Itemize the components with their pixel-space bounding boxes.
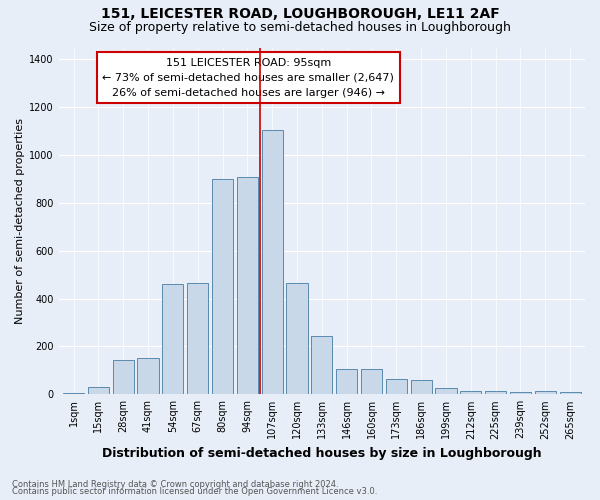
Bar [336, 369, 357, 394]
Bar [410, 380, 431, 394]
Bar [212, 179, 233, 394]
Y-axis label: Number of semi-detached properties: Number of semi-detached properties [15, 118, 25, 324]
Bar [88, 387, 109, 394]
Text: Size of property relative to semi-detached houses in Loughborough: Size of property relative to semi-detach… [89, 21, 511, 34]
Text: 151 LEICESTER ROAD: 95sqm
← 73% of semi-detached houses are smaller (2,647)
26% : 151 LEICESTER ROAD: 95sqm ← 73% of semi-… [102, 58, 394, 98]
Text: 151, LEICESTER ROAD, LOUGHBOROUGH, LE11 2AF: 151, LEICESTER ROAD, LOUGHBOROUGH, LE11 … [101, 8, 499, 22]
Bar [386, 379, 407, 394]
Bar [535, 392, 556, 394]
Bar [262, 130, 283, 394]
Bar [237, 176, 258, 394]
Bar [187, 283, 208, 395]
Bar [485, 390, 506, 394]
Text: Contains public sector information licensed under the Open Government Licence v3: Contains public sector information licen… [12, 487, 377, 496]
Bar [510, 392, 531, 394]
X-axis label: Distribution of semi-detached houses by size in Loughborough: Distribution of semi-detached houses by … [102, 447, 542, 460]
Bar [560, 392, 581, 394]
Bar [361, 369, 382, 394]
Bar [286, 283, 308, 395]
Bar [460, 390, 481, 394]
Bar [137, 358, 158, 394]
Text: Contains HM Land Registry data © Crown copyright and database right 2024.: Contains HM Land Registry data © Crown c… [12, 480, 338, 489]
Bar [113, 360, 134, 394]
Bar [63, 393, 84, 394]
Bar [311, 336, 332, 394]
Bar [436, 388, 457, 394]
Bar [163, 284, 184, 395]
